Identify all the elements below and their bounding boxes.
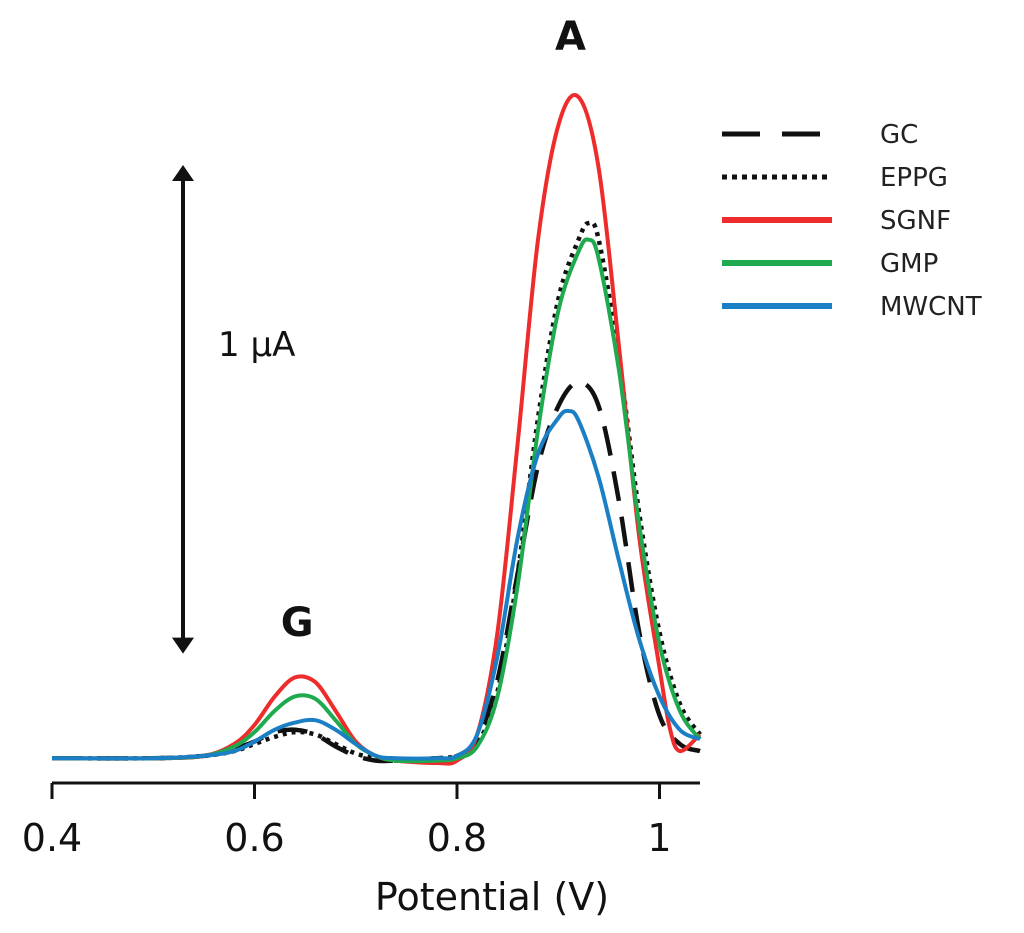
x-tick-label: 1 [647, 816, 671, 860]
x-tick-label: 0.4 [22, 816, 82, 860]
legend: GC EPPG SGNF GMP MWCNT [722, 120, 982, 322]
x-axis-title: Potential (V) [375, 875, 609, 919]
scale-bar-label: 1 µA [218, 325, 295, 365]
legend-label-eppg: EPPG [880, 163, 948, 193]
series-line-gmp [51, 237, 702, 764]
series-line-mwcnt [51, 408, 701, 761]
peak-labels: GA [281, 14, 586, 646]
series-line-gc [51, 380, 701, 764]
legend-label-mwcnt: MWCNT [880, 292, 982, 322]
peak-label-a: A [555, 14, 586, 60]
legend-label-gc: GC [880, 120, 918, 150]
x-tick-label: 0.6 [224, 816, 284, 860]
peak-label-g: G [281, 600, 314, 646]
legend-label-sgnf: SGNF [880, 206, 951, 236]
scale-bar: 1 µA [172, 165, 295, 654]
scale-bar-arrow-down [172, 637, 194, 654]
x-axis: 0.4 0.6 0.8 1 [22, 781, 700, 860]
plot-area [51, 93, 702, 766]
x-tick-label: 0.8 [427, 816, 487, 860]
scale-bar-arrow-up [172, 165, 194, 181]
legend-label-gmp: GMP [880, 249, 938, 279]
